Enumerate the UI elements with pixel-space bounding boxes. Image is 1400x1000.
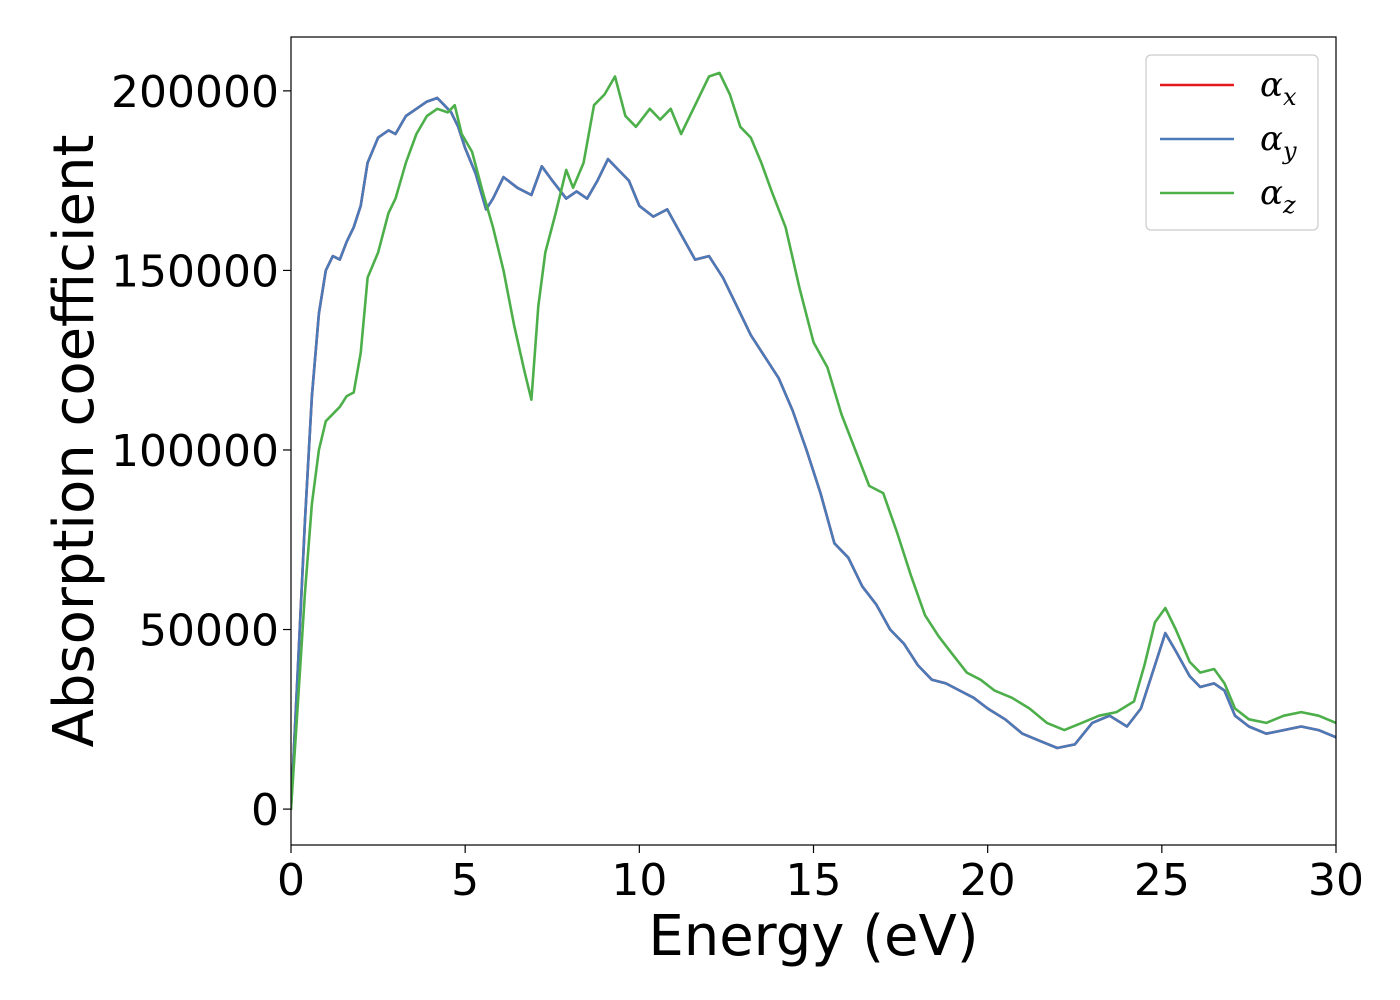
x-tick-label: 20 (960, 855, 1016, 906)
x-tick-label: 25 (1134, 855, 1190, 906)
x-tick-label: 30 (1308, 855, 1364, 906)
x-axis-ticks: 0 5 10 15 20 25 30 (277, 845, 1364, 906)
plot-lines (291, 71, 1336, 811)
legend-subscript-x: x (1283, 83, 1297, 111)
y-tick-label: 200000 (111, 67, 279, 118)
y-tick-label: 150000 (111, 246, 279, 297)
x-tick-label: 5 (451, 855, 479, 906)
y-axis-ticks: 0 50000 100000 150000 200000 (111, 67, 291, 836)
x-tick-label: 15 (786, 855, 842, 906)
legend-label-x: αx (1260, 65, 1297, 111)
x-tick-label: 0 (277, 855, 305, 906)
y-tick-label: 50000 (139, 606, 279, 657)
series-line-z (291, 71, 1336, 811)
legend-box (1145, 54, 1319, 231)
y-tick-label: 100000 (111, 426, 279, 477)
legend-subscript-z: z (1282, 191, 1296, 219)
y-tick-label: 0 (251, 785, 279, 836)
series-line-y (291, 96, 1336, 811)
y-axis-label: Absorption coefficient (42, 135, 107, 748)
legend-subscript-y: y (1282, 137, 1297, 165)
x-tick-label: 10 (611, 855, 667, 906)
x-axis-label: Energy (eV) (648, 904, 978, 969)
